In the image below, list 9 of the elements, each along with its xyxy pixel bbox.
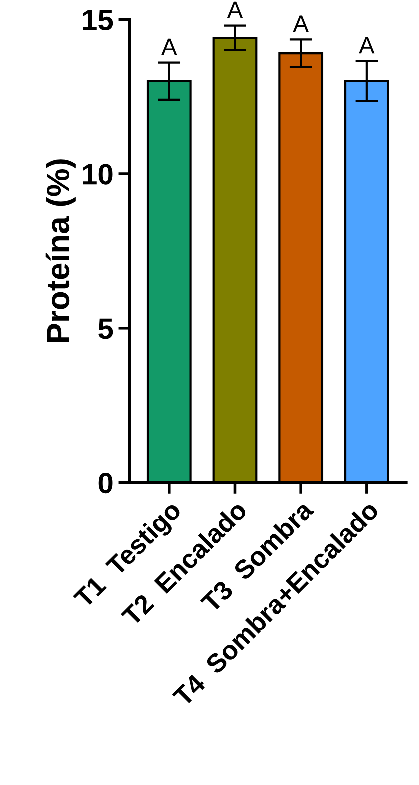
y-axis-title: Proteína (%) — [46, 160, 76, 342]
y-tick-label: 15 — [83, 10, 114, 30]
y-tick-label: 10 — [83, 164, 113, 185]
annotation: A — [293, 16, 309, 32]
annotation: A — [227, 2, 244, 18]
y-tick-label: 0 — [98, 472, 113, 494]
annotation: A — [162, 38, 178, 56]
y-tick-label: 5 — [98, 318, 114, 340]
annotation: A — [359, 37, 375, 54]
